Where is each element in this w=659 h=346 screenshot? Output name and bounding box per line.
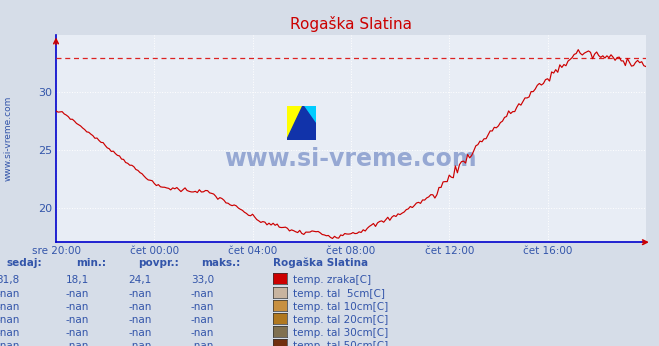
Polygon shape [287,106,316,140]
Text: -nan: -nan [0,289,20,299]
Text: min.:: min.: [76,258,106,268]
Text: -nan: -nan [129,289,152,299]
Text: temp. zraka[C]: temp. zraka[C] [293,275,372,285]
Text: -nan: -nan [191,315,214,325]
Text: -nan: -nan [191,302,214,312]
Text: -nan: -nan [129,328,152,338]
Polygon shape [303,106,316,125]
Text: -nan: -nan [66,315,89,325]
Text: temp. tal 50cm[C]: temp. tal 50cm[C] [293,341,389,346]
Text: temp. tal 30cm[C]: temp. tal 30cm[C] [293,328,389,338]
Text: -nan: -nan [66,289,89,299]
Text: temp. tal  5cm[C]: temp. tal 5cm[C] [293,289,386,299]
Text: -nan: -nan [191,289,214,299]
Text: 31,8: 31,8 [0,275,20,285]
Title: Rogaška Slatina: Rogaška Slatina [290,16,412,32]
Text: -nan: -nan [0,315,20,325]
Polygon shape [287,106,303,140]
Text: -nan: -nan [66,302,89,312]
Text: -nan: -nan [129,302,152,312]
Text: 18,1: 18,1 [66,275,89,285]
Text: -nan: -nan [0,328,20,338]
Text: maks.:: maks.: [201,258,241,268]
Text: 33,0: 33,0 [191,275,214,285]
Text: 24,1: 24,1 [129,275,152,285]
Text: -nan: -nan [191,328,214,338]
Text: -nan: -nan [0,302,20,312]
Text: -nan: -nan [66,328,89,338]
Text: temp. tal 10cm[C]: temp. tal 10cm[C] [293,302,389,312]
Text: povpr.:: povpr.: [138,258,179,268]
Text: temp. tal 20cm[C]: temp. tal 20cm[C] [293,315,389,325]
Text: Rogaška Slatina: Rogaška Slatina [273,258,368,268]
Text: -nan: -nan [191,341,214,346]
Text: -nan: -nan [0,341,20,346]
Text: -nan: -nan [129,341,152,346]
Text: www.si-vreme.com: www.si-vreme.com [3,96,13,181]
Text: -nan: -nan [129,315,152,325]
Text: www.si-vreme.com: www.si-vreme.com [225,147,477,171]
Text: -nan: -nan [66,341,89,346]
Text: sedaj:: sedaj: [7,258,42,268]
